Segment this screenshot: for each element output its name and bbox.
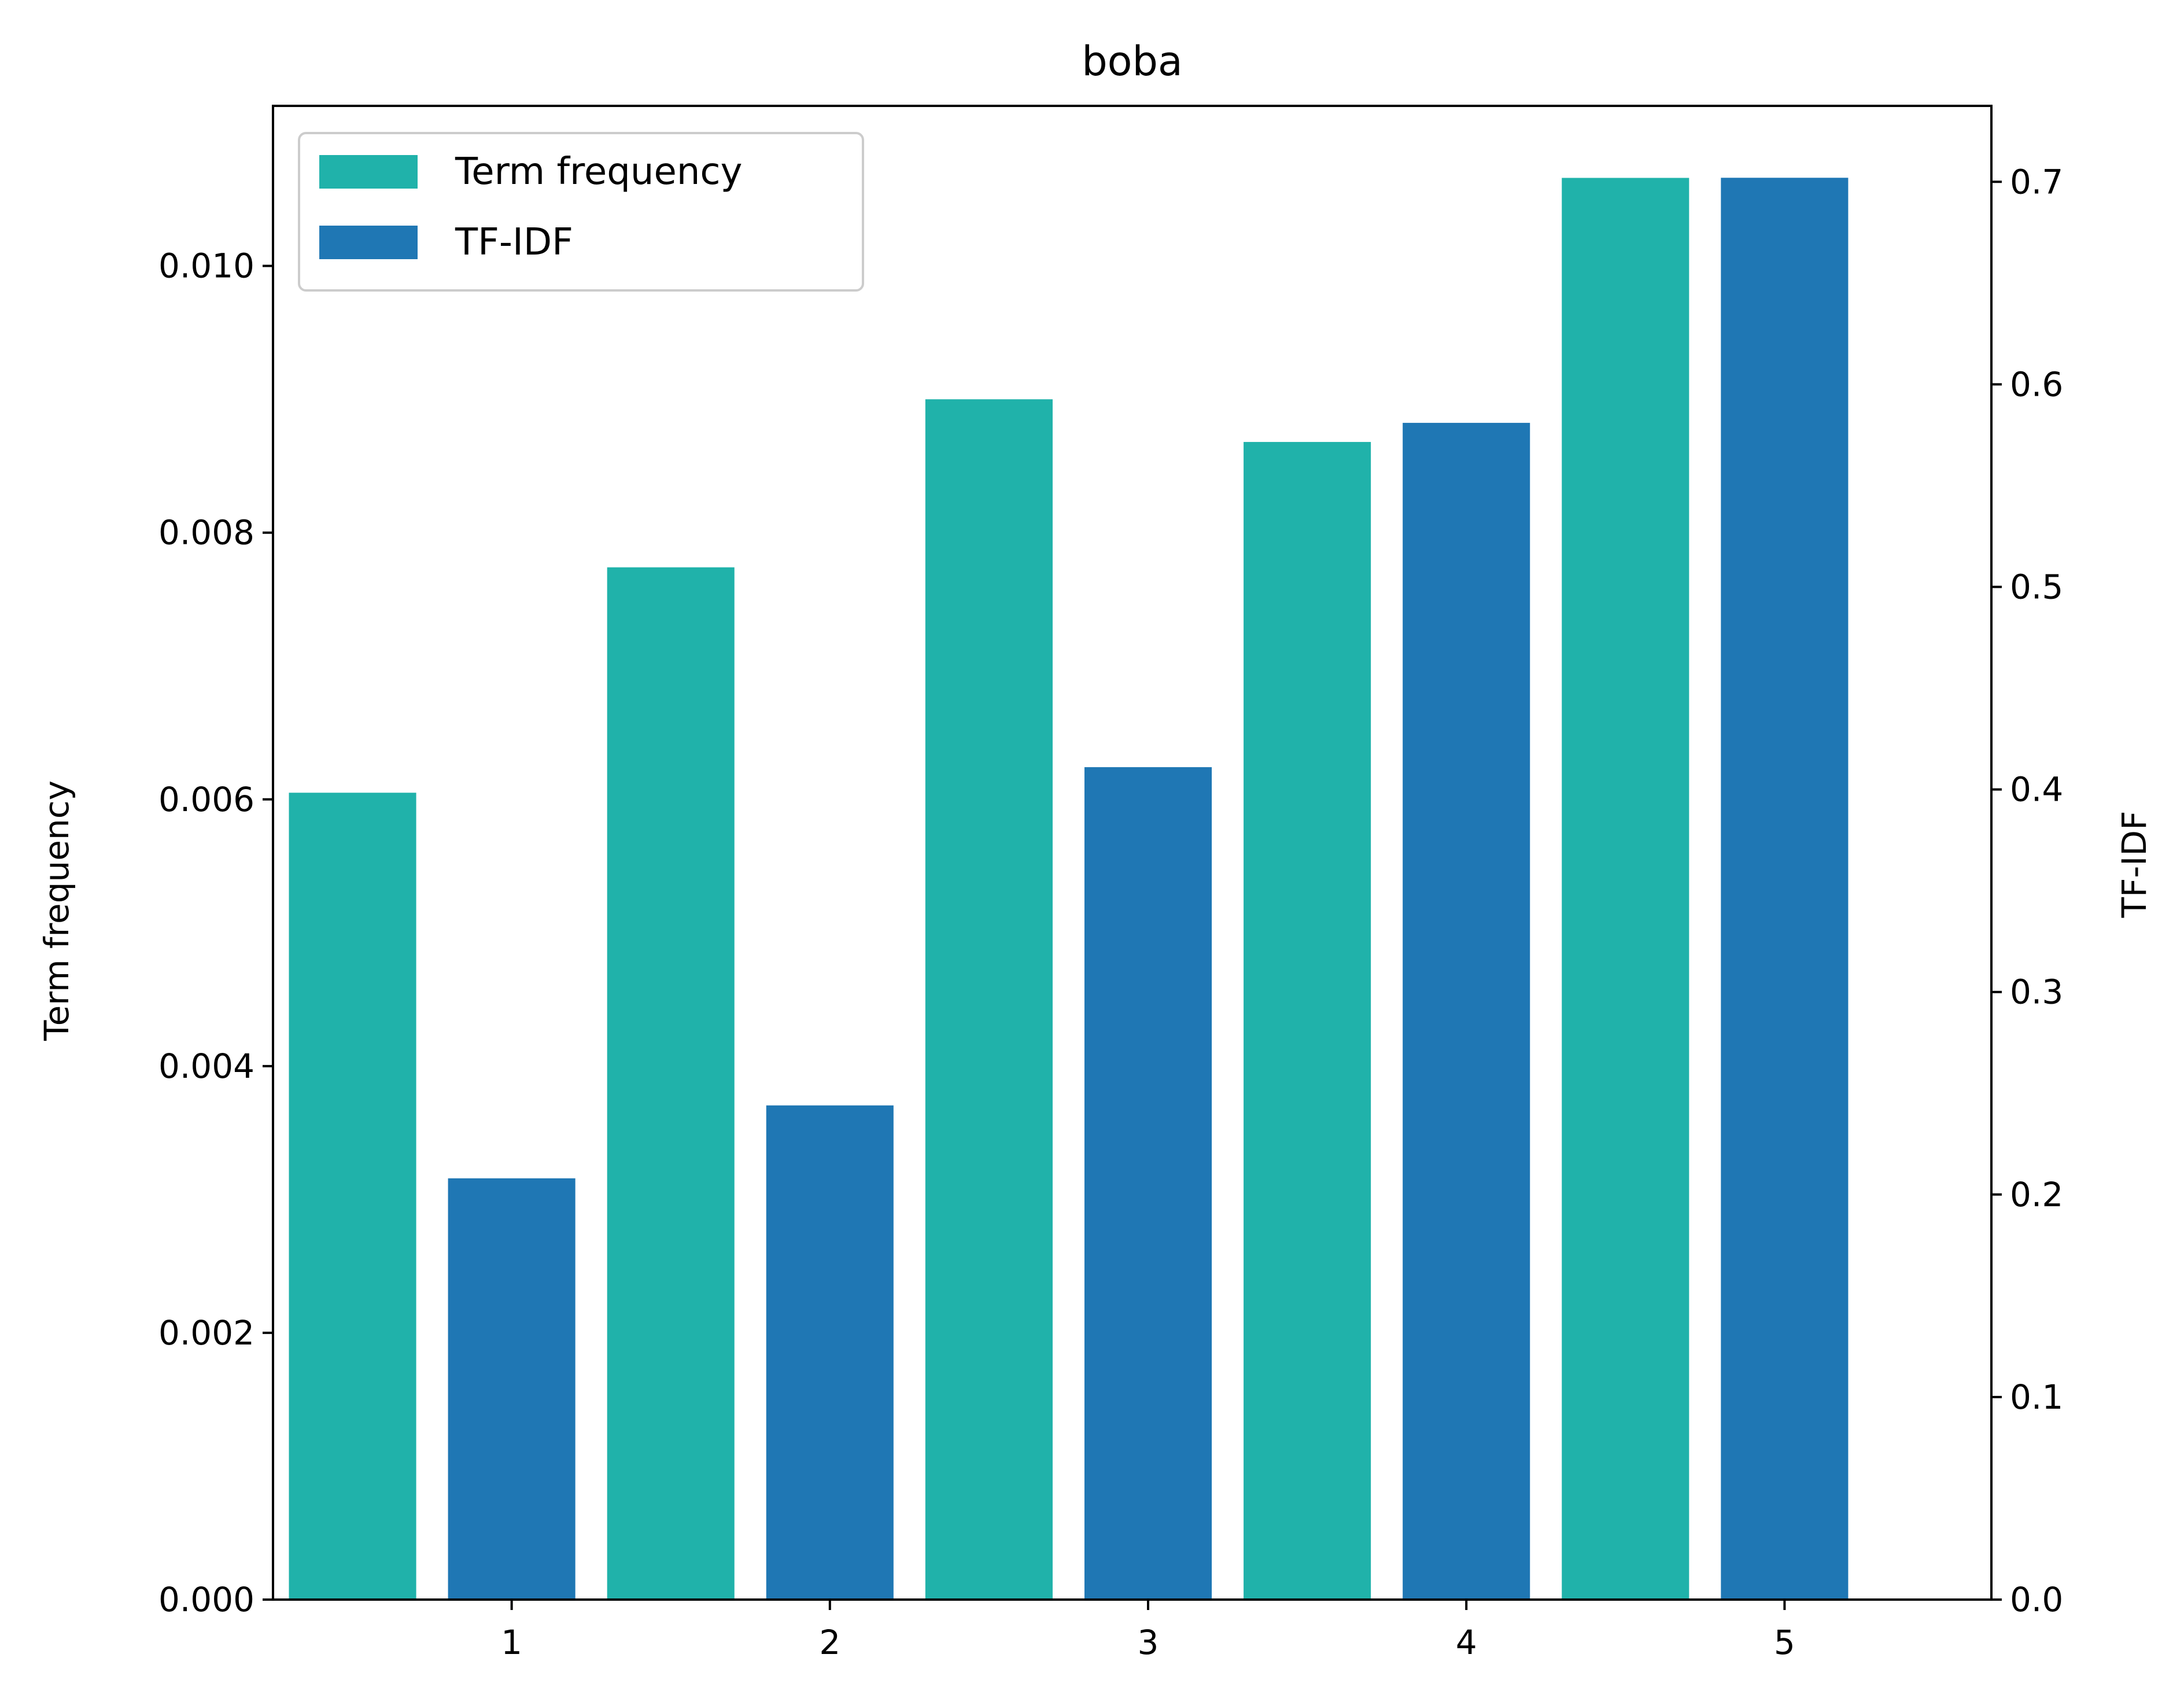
y-right-tick-label-0.0: 0.0 xyxy=(2010,1580,2063,1619)
y-right-tick-label-0.5: 0.5 xyxy=(2010,567,2063,606)
y-right-tick-label-0.3: 0.3 xyxy=(2010,972,2063,1012)
bar-term-frequency-4 xyxy=(1244,441,1371,1600)
legend-label-tf-idf: TF-IDF xyxy=(455,221,573,264)
y-left-tick-label-0.002: 0.002 xyxy=(158,1313,254,1353)
y-left-tick-label-0.000: 0.000 xyxy=(158,1580,254,1619)
bar-term-frequency-3 xyxy=(925,399,1053,1600)
y-right-tick-label-0.7: 0.7 xyxy=(2010,162,2063,201)
y-left-tick-label-0.008: 0.008 xyxy=(158,513,254,552)
x-tick-label-3: 3 xyxy=(1138,1623,1159,1662)
y-right-tick-label-0.6: 0.6 xyxy=(2010,364,2063,404)
bars-layer xyxy=(289,178,1849,1600)
bar-tf-idf-3 xyxy=(1084,767,1212,1600)
y-left-tick-label-0.004: 0.004 xyxy=(158,1047,254,1086)
bar-tf-idf-4 xyxy=(1403,422,1530,1600)
x-tick-label-1: 1 xyxy=(501,1623,522,1662)
x-tick-label-5: 5 xyxy=(1774,1623,1795,1662)
legend-label-term-frequency: Term frequency xyxy=(455,150,742,193)
y-right-tick-label-0.2: 0.2 xyxy=(2010,1175,2063,1214)
bar-tf-idf-5 xyxy=(1721,178,1849,1600)
bar-tf-idf-2 xyxy=(766,1105,894,1600)
bar-tf-idf-1 xyxy=(448,1178,575,1600)
bar-term-frequency-2 xyxy=(607,567,735,1600)
y-axis-right-label: TF-IDF xyxy=(2115,811,2154,919)
y-right-tick-label-0.1: 0.1 xyxy=(2010,1377,2063,1417)
plot-frame xyxy=(272,105,1993,1601)
y-left-tick-label-0.010: 0.010 xyxy=(158,246,254,286)
y-axis-left-label: Term frequency xyxy=(37,780,76,1041)
y-left-tick-label-0.006: 0.006 xyxy=(158,780,254,819)
chart-title: boba xyxy=(1082,38,1183,85)
bar-term-frequency-5 xyxy=(1562,178,1689,1600)
axes-layer: 1 2 3 4 5 0.000 0.002 0.004 0.006 0.008 0.010 0.0 0.… xyxy=(158,105,2063,1662)
x-tick-label-4: 4 xyxy=(1456,1623,1477,1662)
bar-term-frequency-1 xyxy=(289,793,416,1600)
legend: Term frequency TF-IDF xyxy=(298,132,864,292)
legend-box xyxy=(298,132,864,292)
y-right-tick-label-0.4: 0.4 xyxy=(2010,770,2063,809)
legend-swatch-tf-idf xyxy=(319,226,418,259)
legend-swatch-term-frequency xyxy=(319,155,418,189)
x-tick-label-2: 2 xyxy=(819,1623,840,1662)
